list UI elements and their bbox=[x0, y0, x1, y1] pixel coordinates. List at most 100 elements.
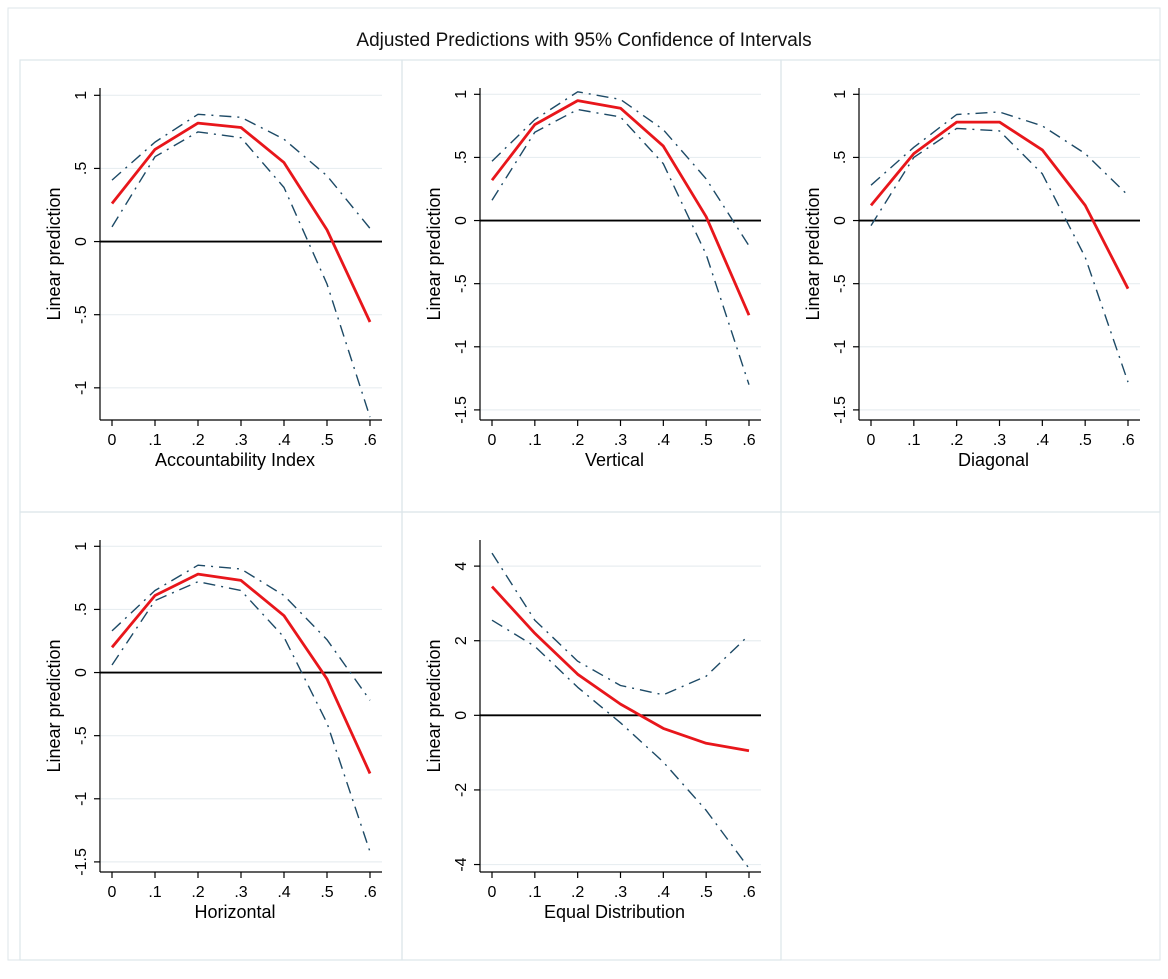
figure-border bbox=[7, 7, 1161, 961]
y-tick-label: -2 bbox=[453, 783, 470, 797]
x-tick-label: 0 bbox=[867, 432, 876, 449]
x-tick-label: .4 bbox=[277, 432, 290, 449]
y-tick-label: 1 bbox=[73, 91, 90, 100]
x-tick-label: .5 bbox=[320, 432, 333, 449]
prediction-line bbox=[869, 120, 1130, 290]
y-tick-label: -.5 bbox=[832, 274, 849, 293]
x-tick-label: .2 bbox=[571, 884, 584, 901]
prediction-line bbox=[490, 585, 750, 753]
ci-lower-line bbox=[491, 108, 750, 385]
ci-lower-line bbox=[870, 127, 1129, 383]
prediction-line bbox=[110, 572, 372, 775]
x-tick-label: .5 bbox=[699, 432, 712, 449]
y-tick-label: 1 bbox=[73, 542, 90, 551]
x-tick-label: .4 bbox=[657, 884, 670, 901]
y-tick-label: 0 bbox=[73, 237, 90, 246]
panel-1: -1 -.5 0 .5 1 0 .1 .2 .3 .4 .5 .6 Accountability Ind… bbox=[19, 59, 403, 513]
x-tick-label: .4 bbox=[657, 432, 670, 449]
y-tick-label: -1.5 bbox=[453, 396, 470, 424]
y-tick-label: -1 bbox=[453, 340, 470, 354]
x-tick-label: .1 bbox=[148, 432, 161, 449]
y-tick-label: 4 bbox=[453, 562, 470, 571]
y-tick-label: -.5 bbox=[73, 726, 90, 745]
x-tick-label: .6 bbox=[363, 884, 376, 901]
y-tick-label: 2 bbox=[453, 636, 470, 645]
x-tick-label: .1 bbox=[528, 432, 541, 449]
y-axis-title: Linear prediction bbox=[424, 639, 444, 772]
panel-frame bbox=[19, 59, 403, 513]
y-axis-title: Linear prediction bbox=[44, 639, 64, 772]
x-tick-label: .6 bbox=[742, 884, 755, 901]
y-tick-label: .5 bbox=[453, 151, 470, 164]
x-tick-label: .4 bbox=[277, 884, 290, 901]
panel-3: -1.5 -1 -.5 0 .5 1 0 .1 .2 .3 .4 .5 .6 Diagonal Linear… bbox=[780, 59, 1161, 513]
x-tick-label: .2 bbox=[191, 432, 204, 449]
ci-lower-line bbox=[111, 131, 371, 418]
y-axis-title: Linear prediction bbox=[803, 187, 823, 320]
y-axis-title: Linear prediction bbox=[44, 187, 64, 320]
x-tick-label: .5 bbox=[320, 884, 333, 901]
ci-upper-line bbox=[491, 552, 750, 696]
prediction-line bbox=[490, 99, 751, 316]
x-tick-label: 0 bbox=[108, 432, 117, 449]
x-tick-label: .1 bbox=[528, 884, 541, 901]
x-tick-label: .3 bbox=[614, 432, 627, 449]
y-tick-label: -1 bbox=[832, 340, 849, 354]
x-tick-label: .5 bbox=[1078, 432, 1091, 449]
x-tick-label: 0 bbox=[108, 884, 117, 901]
y-tick-label: -4 bbox=[453, 857, 470, 871]
y-axis-title: Linear prediction bbox=[424, 187, 444, 320]
figure-title: Adjusted Predictions with 95% Confidence… bbox=[356, 30, 812, 51]
ci-upper-line bbox=[111, 113, 371, 229]
x-tick-label: .3 bbox=[993, 432, 1006, 449]
y-tick-label: -1 bbox=[73, 792, 90, 806]
ci-upper-line bbox=[111, 564, 371, 701]
x-tick-label: .6 bbox=[1121, 432, 1134, 449]
panel-5: -4 -2 0 2 4 0 .1 .2 .3 .4 .5 .6 Equal Distribution Li… bbox=[401, 511, 782, 961]
x-axis-title: Accountability Index bbox=[155, 450, 315, 470]
y-tick-label: 1 bbox=[453, 90, 470, 99]
y-tick-label: -.5 bbox=[73, 305, 90, 324]
prediction-line bbox=[110, 121, 372, 323]
x-axis-title: Vertical bbox=[585, 450, 644, 470]
y-tick-label: .5 bbox=[73, 162, 90, 175]
y-tick-label: -1.5 bbox=[832, 396, 849, 424]
x-tick-label: .3 bbox=[234, 432, 247, 449]
y-tick-label: .5 bbox=[73, 603, 90, 616]
x-tick-label: 0 bbox=[488, 432, 497, 449]
x-tick-label: .2 bbox=[191, 884, 204, 901]
x-tick-label: .1 bbox=[907, 432, 920, 449]
y-tick-label: 0 bbox=[73, 668, 90, 677]
x-axis-title: Diagonal bbox=[958, 450, 1029, 470]
ci-lower-line bbox=[491, 619, 750, 869]
y-tick-label: 0 bbox=[453, 711, 470, 720]
x-tick-label: .3 bbox=[234, 884, 247, 901]
panel-frame bbox=[780, 59, 1161, 513]
y-tick-label: 0 bbox=[453, 216, 470, 225]
y-tick-label: 1 bbox=[832, 90, 849, 99]
ci-lower-line bbox=[111, 581, 371, 853]
y-tick-label: -.5 bbox=[453, 274, 470, 293]
y-tick-label: -1.5 bbox=[73, 848, 90, 876]
x-tick-label: .6 bbox=[742, 432, 755, 449]
panel-frame bbox=[401, 511, 782, 961]
x-tick-label: .5 bbox=[699, 884, 712, 901]
ci-upper-line bbox=[870, 111, 1129, 196]
y-tick-label: .5 bbox=[832, 151, 849, 164]
y-tick-label: -1 bbox=[73, 381, 90, 395]
panel-4: -1.5 -1 -.5 0 .5 1 0 .1 .2 .3 .4 .5 .6 Horizontal Line… bbox=[19, 511, 403, 961]
x-tick-label: .4 bbox=[1036, 432, 1049, 449]
x-tick-label: .6 bbox=[363, 432, 376, 449]
x-tick-label: .2 bbox=[571, 432, 584, 449]
y-tick-label: 0 bbox=[832, 216, 849, 225]
ci-upper-line bbox=[491, 91, 750, 247]
panel-2: -1.5 -1 -.5 0 .5 1 0 .1 .2 .3 .4 .5 .6 Vertical Linear… bbox=[401, 59, 782, 513]
x-tick-label: .3 bbox=[614, 884, 627, 901]
x-axis-title: Equal Distribution bbox=[544, 902, 685, 922]
x-tick-label: 0 bbox=[488, 884, 497, 901]
x-axis-title: Horizontal bbox=[194, 902, 275, 922]
x-tick-label: .2 bbox=[950, 432, 963, 449]
x-tick-label: .1 bbox=[148, 884, 161, 901]
